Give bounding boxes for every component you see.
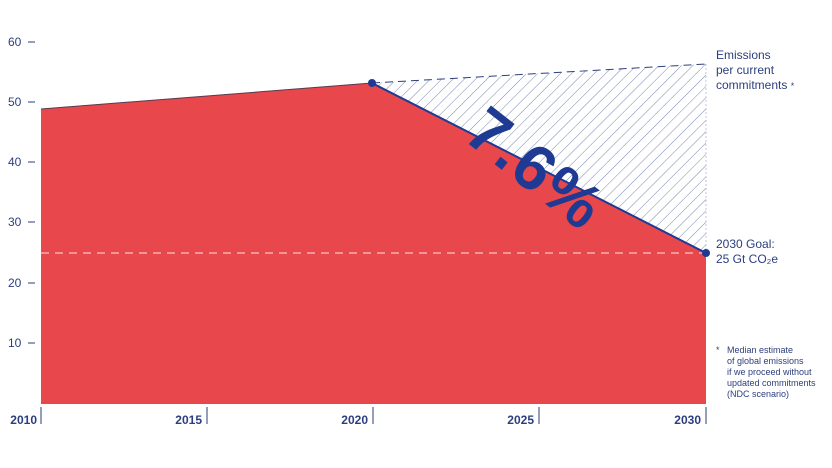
goal-label-line2: 25 Gt CO₂e — [716, 252, 779, 266]
x-tick-label-2015: 2015 — [175, 413, 202, 427]
emissions-pathway-area — [41, 83, 706, 404]
footnote-line4: updated commitments — [727, 378, 816, 388]
footnote: * Median estimate of global emissions if… — [716, 345, 816, 400]
y-tick-label-50: 50 — [8, 95, 22, 109]
commitments-label-line1: Emissions — [716, 48, 771, 62]
y-tick-label-60: 60 — [8, 35, 22, 49]
goal-label-line1: 2030 Goal: — [716, 237, 775, 251]
y-tick-label-20: 20 — [8, 276, 22, 290]
y-tick-label-30: 30 — [8, 215, 22, 229]
pathway-top-line — [40, 82, 373, 110]
commitments-label: Emissions per current commitments * — [716, 48, 794, 94]
x-tick-label-2020: 2020 — [341, 413, 368, 427]
y-tick-label-10: 10 — [8, 336, 22, 350]
y-axis-ticks — [28, 41, 35, 344]
emissions-gap-hatch — [372, 64, 706, 253]
footnote-line3: if we proceed without — [727, 367, 812, 377]
footnote-star: * — [716, 345, 720, 355]
x-tick-label-2025: 2025 — [507, 413, 534, 427]
goal-label: 2030 Goal: 25 Gt CO₂e — [716, 237, 778, 267]
point-2020-marker — [368, 79, 376, 87]
commitments-label-line3-wrap: commitments * — [716, 78, 794, 94]
x-tick-label-2030: 2030 — [674, 413, 701, 427]
footnote-line5: (NDC scenario) — [727, 389, 790, 399]
y-tick-label-40: 40 — [8, 155, 22, 169]
footnote-line1: Median estimate — [727, 345, 794, 355]
commitments-label-line2: per current — [716, 63, 775, 77]
pathway-decline-line — [371, 82, 707, 254]
point-2030-goal-marker — [702, 249, 710, 257]
commitments-dashed-line — [371, 63, 707, 84]
footnote-line2: of global emissions — [727, 356, 804, 366]
commitments-label-line3: commitments — [716, 78, 788, 92]
x-axis-ticks — [40, 407, 707, 424]
footnote-text: Median estimate of global emissions if w… — [716, 345, 816, 400]
footnote-star-marker: * — [790, 81, 795, 91]
x-tick-label-2010: 2010 — [10, 413, 37, 427]
